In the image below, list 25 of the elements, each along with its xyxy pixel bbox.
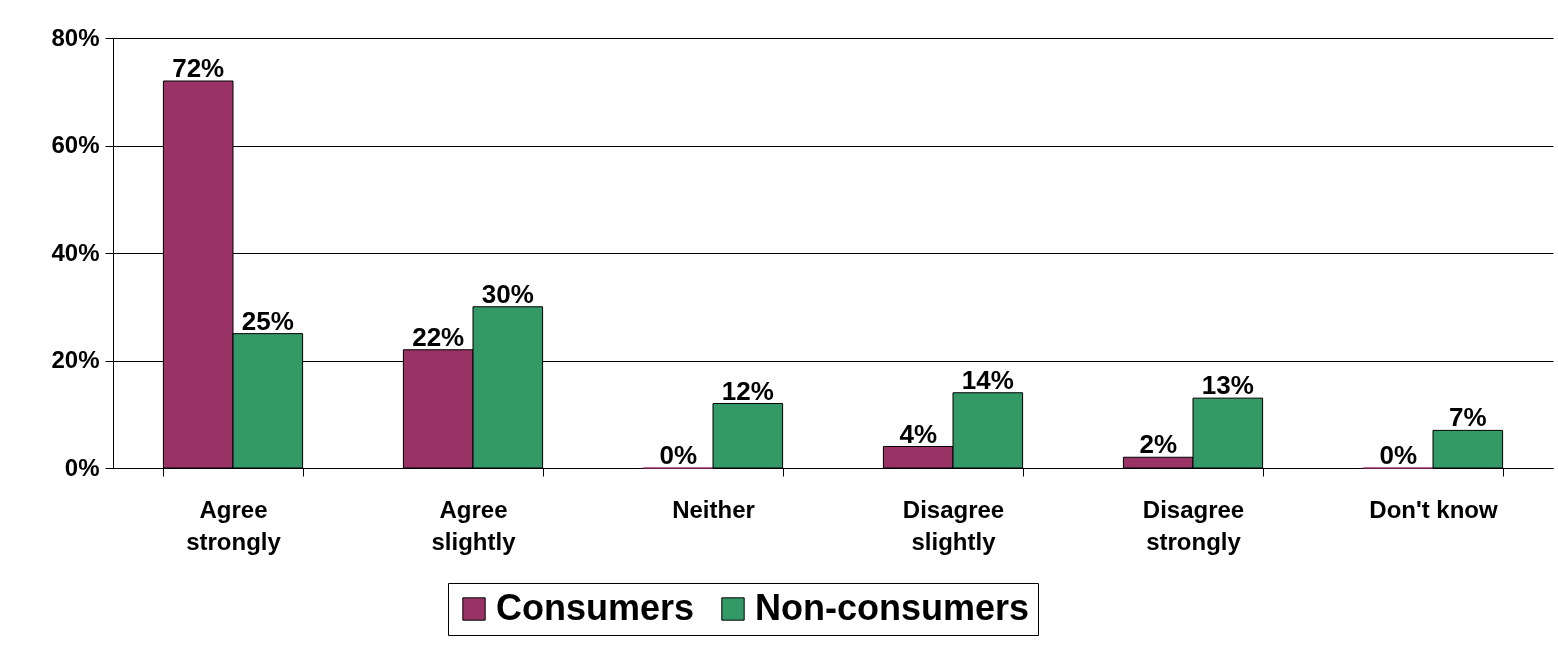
y-tick-label: 40% — [51, 238, 100, 266]
data-label: 13% — [1201, 370, 1254, 401]
data-label: 12% — [721, 375, 774, 406]
x-tick-label: Agree slightly — [431, 495, 517, 555]
data-label: 22% — [412, 321, 465, 352]
x-tick-label: Disagree slightly — [902, 495, 1005, 555]
data-label: 2% — [1139, 429, 1177, 460]
data-label: 4% — [899, 418, 937, 449]
data-label: 30% — [481, 278, 534, 309]
x-tick-label: Don't know — [1369, 495, 1499, 523]
x-tick-label: Agree strongly — [186, 495, 282, 555]
legend-label: Consumers — [496, 587, 695, 628]
data-label: 14% — [961, 364, 1014, 395]
x-tick-label: Neither — [672, 495, 755, 523]
y-tick-label: 80% — [51, 23, 100, 51]
data-label: 25% — [241, 305, 294, 336]
legend-label: Non-consumers — [755, 587, 1030, 628]
data-label: 0% — [659, 440, 697, 470]
y-tick-label: 60% — [51, 131, 100, 158]
data-label: 0% — [1379, 440, 1417, 470]
x-tick-label: Disagree strongly — [1142, 495, 1245, 555]
data-label: 7% — [1449, 402, 1487, 433]
y-tick-label: 20% — [51, 346, 100, 373]
data-label: 72% — [172, 53, 225, 83]
y-tick-label: 0% — [64, 453, 100, 481]
